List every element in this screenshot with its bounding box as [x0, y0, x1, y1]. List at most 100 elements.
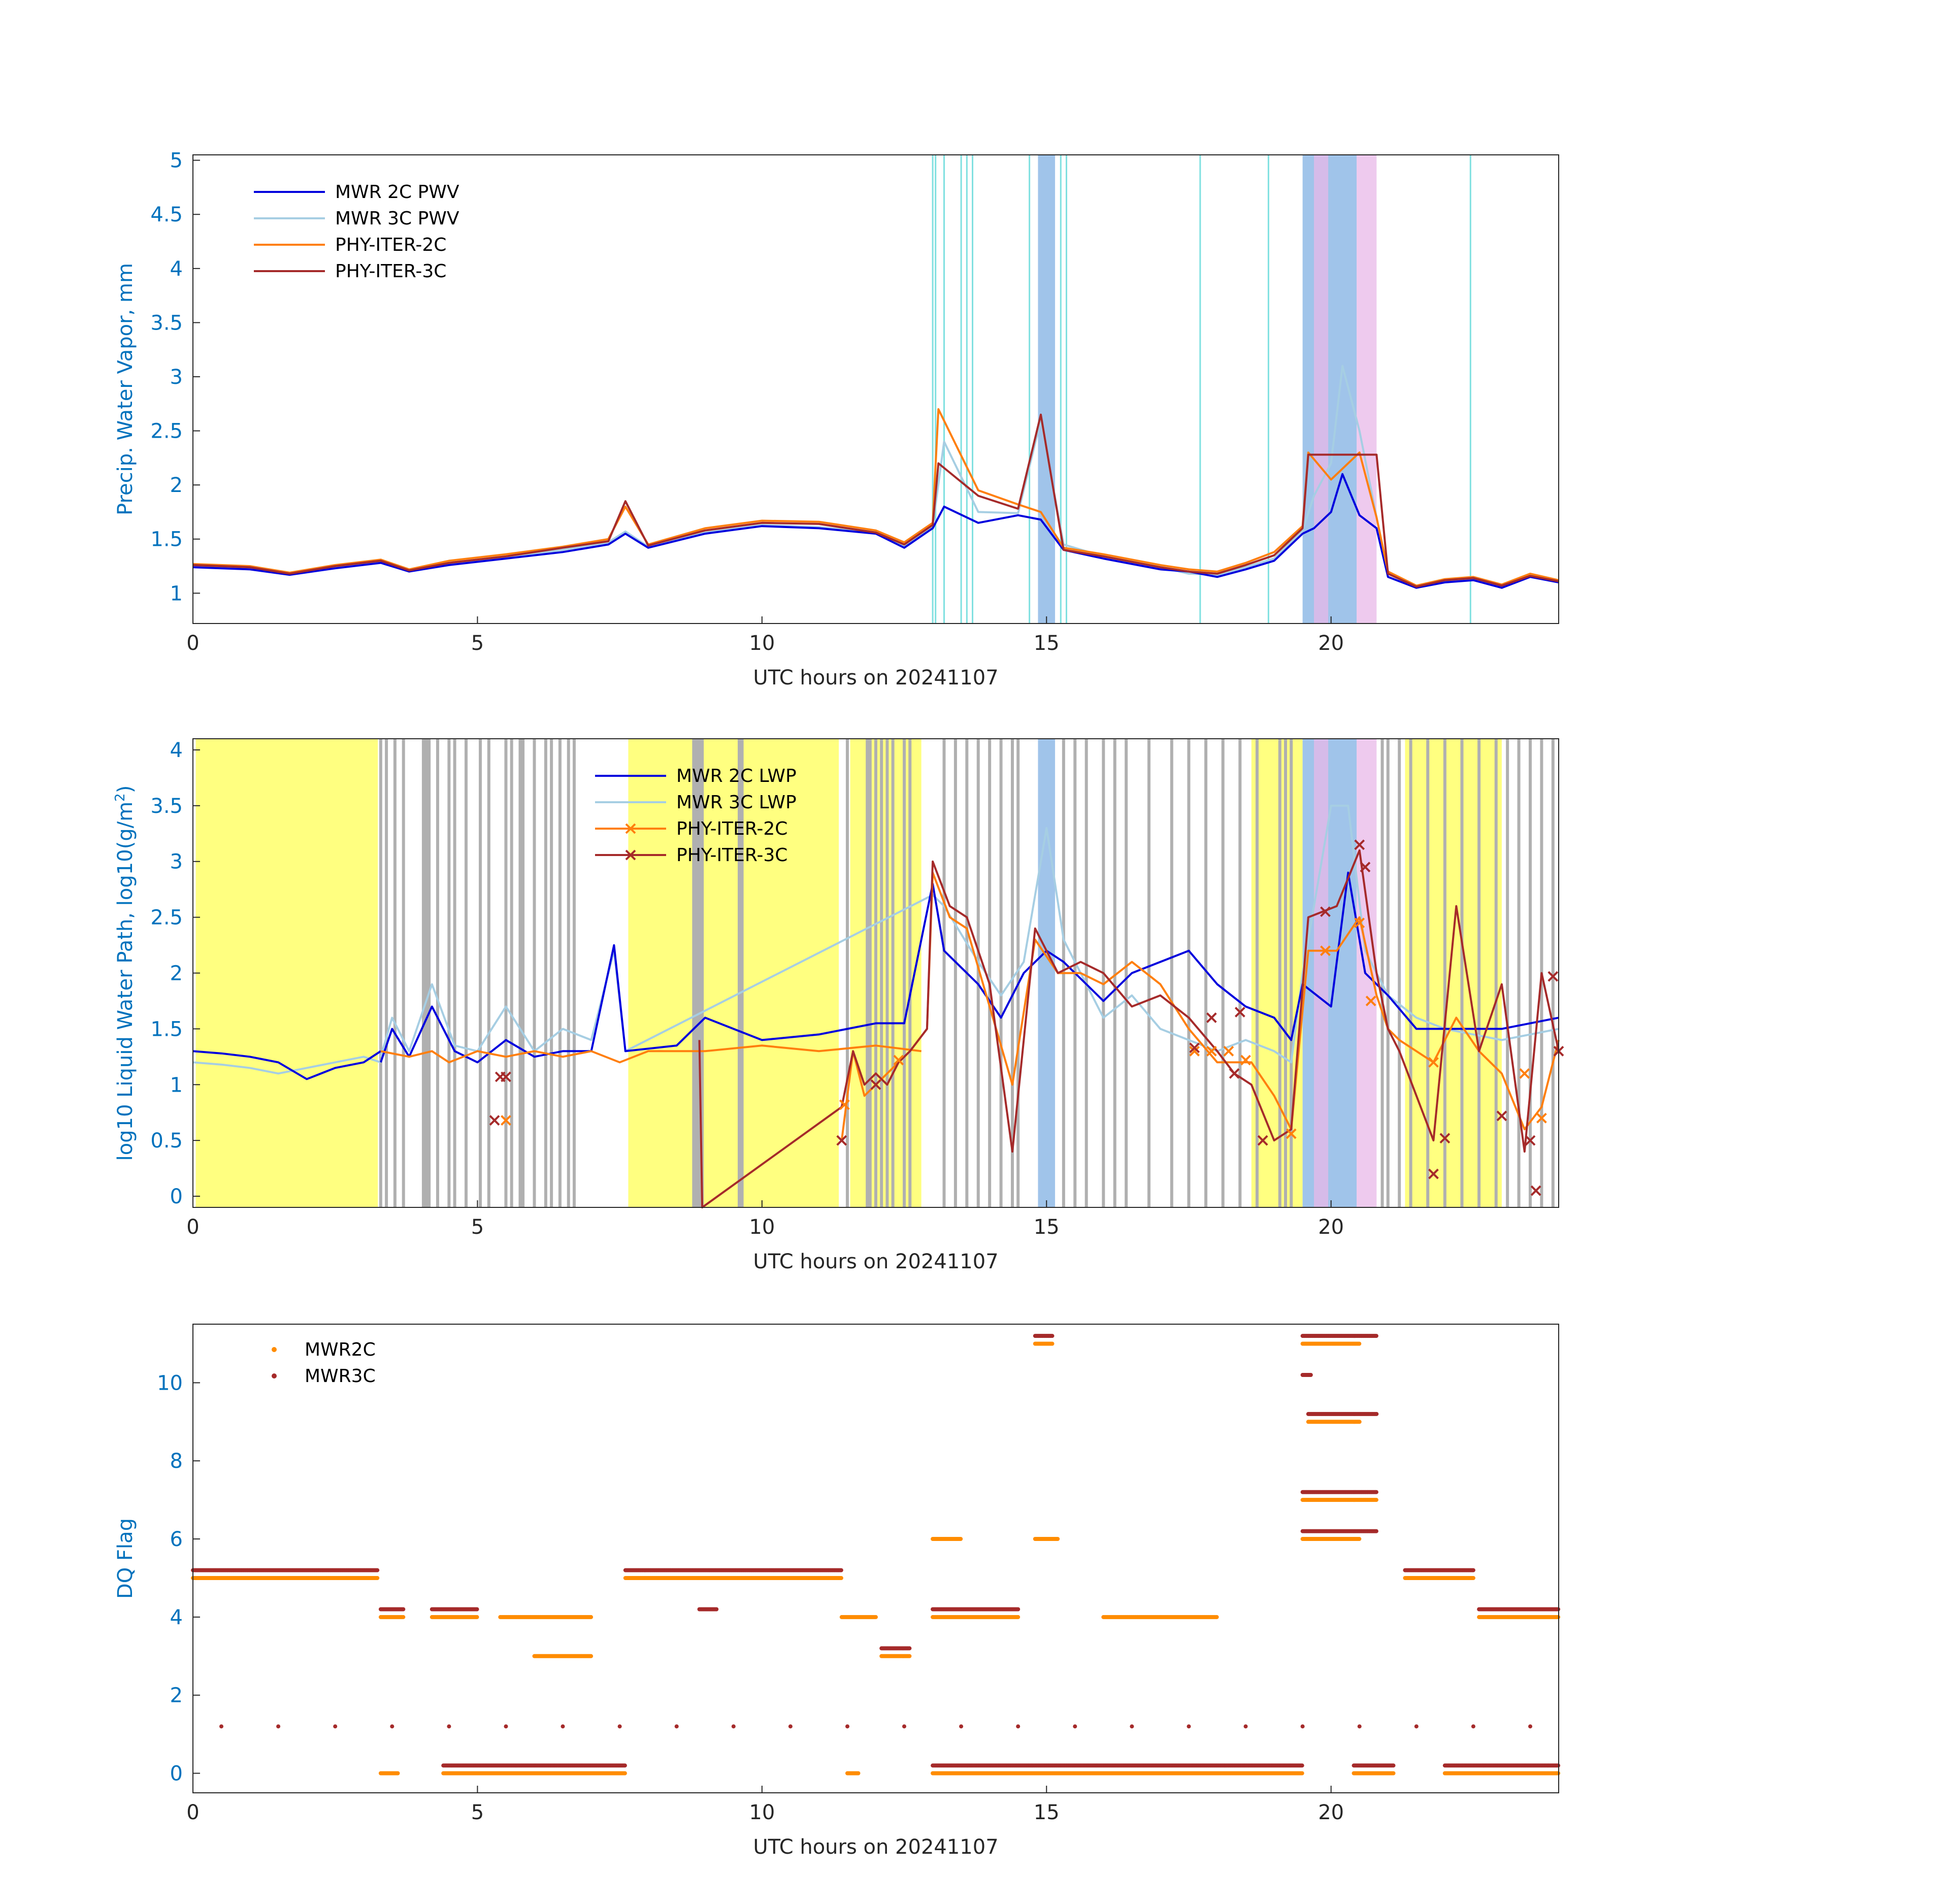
- dq-point: [401, 1607, 406, 1612]
- dq-point: [839, 1568, 843, 1572]
- pwv-panel: 0 5 10 15 20 11.522.533.544.55 UTC hours on …: [114, 149, 1559, 690]
- lwp-x-marker: [1525, 1135, 1536, 1146]
- lwp-x-tick-label: 20: [1318, 1216, 1344, 1239]
- pwv-legend-label: PHY-ITER-2C: [335, 235, 446, 255]
- dq-point: [902, 1724, 906, 1729]
- lwp-series-line: [380, 871, 1559, 1064]
- lwp-x-marker: [1320, 945, 1331, 956]
- lwp-x-marker: [1206, 1045, 1217, 1057]
- dq-point: [1374, 1498, 1378, 1502]
- dq-point: [333, 1724, 338, 1729]
- lwp-legend-label: PHY-ITER-3C: [676, 845, 787, 866]
- lwp-clear-span: [195, 739, 378, 1207]
- lwp-x-marker: [1548, 971, 1559, 982]
- dq-point: [589, 1654, 594, 1658]
- lwp-panel: 0 5 10 15 20 00.511.522.533.54 UTC hours on …: [113, 738, 1564, 1273]
- lwp-x-tick-label: 5: [471, 1216, 484, 1239]
- dq-point: [907, 1654, 912, 1658]
- pwv-y-ticks: 11.522.533.544.55: [150, 149, 200, 605]
- pwv-x-tick-label: 0: [186, 632, 199, 655]
- pwv-pink-span: [1314, 155, 1329, 623]
- lwp-rain-span: [1038, 739, 1056, 1207]
- dq-point: [1357, 1420, 1362, 1424]
- lwp-y-tick-label: 0: [170, 1185, 183, 1208]
- lwp-y-axis-label-tail: ): [114, 785, 137, 794]
- dq-point: [1056, 1537, 1060, 1541]
- pwv-y-tick-label: 4.5: [150, 203, 183, 226]
- dq-point: [674, 1724, 679, 1729]
- lwp-legend-label: MWR 2C LWP: [676, 766, 797, 786]
- lwp-x-marker: [1240, 1055, 1251, 1066]
- lwp-x-marker: [501, 1115, 511, 1126]
- dq-point: [959, 1537, 963, 1541]
- lwp-series-line: [379, 804, 1559, 1064]
- lwp-y-tick-label: 2.5: [150, 906, 183, 930]
- dq-point: [959, 1724, 964, 1729]
- lwp-x-marker: [836, 1135, 847, 1146]
- dq-point: [622, 1771, 627, 1776]
- pwv-rain-span: [1038, 155, 1056, 623]
- dq-point: [617, 1724, 622, 1729]
- lwp-series-line: [380, 1044, 921, 1064]
- dq-point: [845, 1724, 849, 1729]
- dq-point: [447, 1724, 451, 1729]
- dq-point: [219, 1724, 223, 1729]
- lwp-y-tick-label: 2: [170, 962, 183, 986]
- lwp-y-tick-label: 4: [170, 739, 183, 762]
- lwp-x-marker: [1206, 1012, 1217, 1023]
- lwp-y-tick-label: 0.5: [150, 1129, 183, 1153]
- lwp-y-axis-label-superscript: 2: [113, 793, 128, 802]
- lwp-legend-label: PHY-ITER-2C: [676, 818, 787, 839]
- dq-point: [475, 1615, 479, 1619]
- lwp-x-marker: [1189, 1042, 1200, 1054]
- lwp-y-tick-label: 1.5: [150, 1017, 183, 1041]
- pwv-series-line: [192, 473, 1559, 589]
- dq-point: [396, 1771, 400, 1776]
- dq-point: [375, 1576, 380, 1580]
- lwp-x-marker: [1439, 1133, 1451, 1144]
- lwp-clear-span: [628, 739, 839, 1207]
- pwv-x-axis-label: UTC hours on 20241107: [753, 666, 998, 690]
- dq-point: [1050, 1341, 1055, 1346]
- dq-point: [1016, 1607, 1021, 1612]
- pwv-x-tick-label: 5: [471, 632, 484, 655]
- dq-point: [622, 1763, 627, 1768]
- dq-point: [1471, 1568, 1475, 1572]
- lwp-series-line: [192, 1050, 381, 1080]
- dq-point: [1357, 1341, 1362, 1346]
- lwp-series-lines: [192, 804, 1560, 1208]
- lwp-x-marker: [1530, 1185, 1541, 1196]
- lwp-y-tick-label: 1: [170, 1073, 183, 1097]
- lwp-x-marker: [1286, 1128, 1297, 1139]
- pwv-x-ticks: 0 5 10 15 20: [186, 616, 1344, 655]
- lwp-x-tick-label: 10: [749, 1216, 775, 1239]
- dq-point: [1300, 1771, 1304, 1776]
- lwp-x-marker: [495, 1071, 506, 1082]
- pwv-y-tick-label: 2.5: [150, 420, 183, 443]
- dq-point: [1073, 1724, 1077, 1729]
- pwv-y-tick-label: 3.5: [150, 311, 183, 335]
- dq-point: [1214, 1615, 1219, 1619]
- pwv-y-tick-label: 1: [170, 582, 183, 605]
- lwp-x-marker: [1428, 1168, 1439, 1179]
- lwp-x-marker: [1320, 906, 1331, 917]
- dq-point: [1016, 1724, 1021, 1729]
- dq-scatter-points: [191, 1334, 1561, 1776]
- lwp-legend-marker: [625, 849, 636, 861]
- pwv-axes-frame: [192, 154, 1559, 624]
- pwv-y-tick-label: 3: [170, 366, 183, 389]
- lwp-x-marker: [1519, 1068, 1530, 1079]
- lwp-pink-span: [1314, 739, 1329, 1207]
- lwp-series-line: [698, 849, 1560, 1208]
- lwp-x-tick-label: 0: [186, 1216, 199, 1239]
- dq-point: [1016, 1615, 1021, 1619]
- pwv-legend-label: MWR 3C PWV: [335, 208, 459, 229]
- dq-point: [1300, 1724, 1305, 1729]
- dq-point: [561, 1724, 565, 1729]
- lwp-x-marker: [839, 1099, 850, 1110]
- pwv-y-tick-label: 2: [170, 474, 183, 497]
- lwp-x-marker: [870, 1079, 881, 1090]
